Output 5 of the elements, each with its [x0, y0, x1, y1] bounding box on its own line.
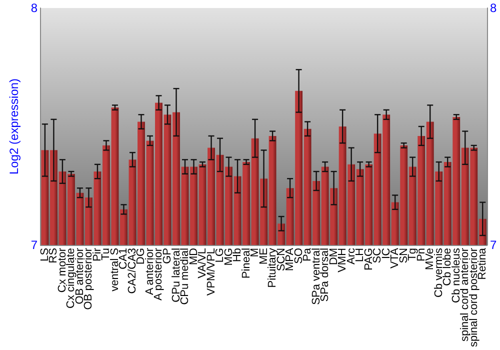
y-axis-title: Log2 (expression): [7, 78, 21, 175]
x-tick-label: Tg: [406, 248, 419, 261]
x-tick-label: OB posterior: [82, 248, 95, 310]
y2-tick-label: 7: [490, 238, 497, 252]
y2-tick-label: 8: [490, 1, 497, 15]
